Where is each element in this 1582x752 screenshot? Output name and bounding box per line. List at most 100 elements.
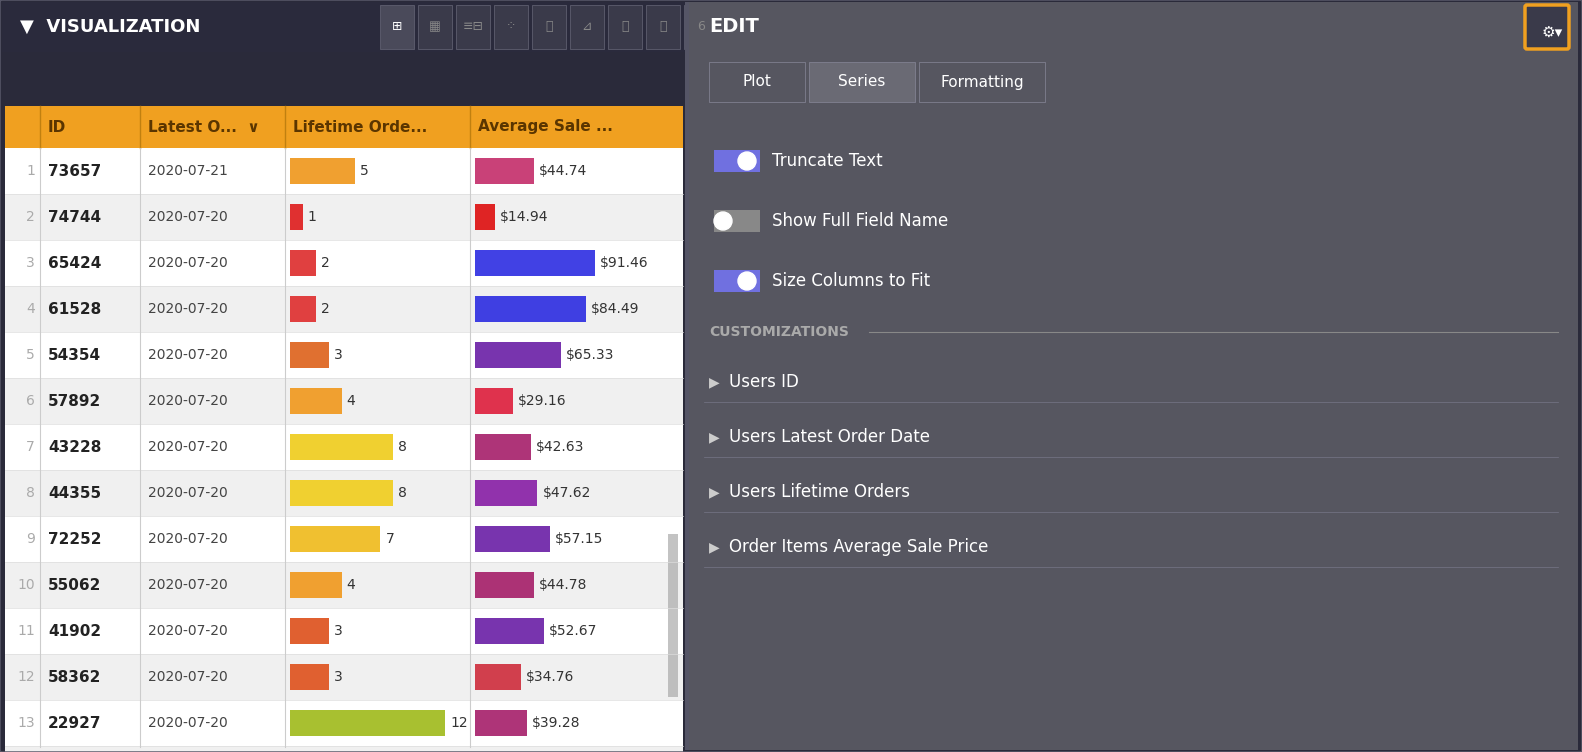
Bar [5, 700, 683, 746]
Bar [5, 746, 683, 752]
Text: 41902: 41902 [47, 623, 101, 638]
Text: Plot: Plot [742, 74, 772, 89]
Text: 2: 2 [27, 210, 35, 224]
Bar [808, 62, 914, 102]
Text: 72252: 72252 [47, 532, 101, 547]
Text: 2: 2 [321, 256, 329, 270]
Text: ⁘: ⁘ [506, 20, 516, 34]
Bar [380, 5, 414, 49]
Text: 6: 6 [698, 20, 706, 34]
Bar [290, 664, 329, 690]
Bar [570, 5, 604, 49]
Bar [290, 250, 316, 276]
Bar [5, 516, 683, 562]
Bar [5, 194, 683, 240]
Bar [475, 618, 544, 644]
Text: 1: 1 [27, 164, 35, 178]
Text: 2020-07-20: 2020-07-20 [149, 670, 228, 684]
Bar [290, 618, 329, 644]
Text: ⟋: ⟋ [546, 20, 552, 34]
Bar [475, 159, 533, 183]
Text: ⏲: ⏲ [622, 20, 628, 34]
Text: 58362: 58362 [47, 669, 101, 684]
Bar [5, 424, 683, 470]
Text: 3: 3 [334, 670, 342, 684]
Text: 2020-07-20: 2020-07-20 [149, 624, 228, 638]
Text: 2020-07-20: 2020-07-20 [149, 486, 228, 500]
Text: 11: 11 [17, 624, 35, 638]
Bar [475, 388, 513, 414]
Text: 7: 7 [27, 440, 35, 454]
Text: 6: 6 [27, 394, 35, 408]
Text: Lifetime Orde...: Lifetime Orde... [293, 120, 427, 135]
FancyBboxPatch shape [1525, 5, 1569, 49]
Text: 61528: 61528 [47, 302, 101, 317]
Bar [475, 664, 520, 690]
Text: ⊿: ⊿ [582, 20, 592, 34]
Text: 3: 3 [334, 624, 342, 638]
Bar [290, 572, 342, 598]
Text: 2020-07-20: 2020-07-20 [149, 302, 228, 316]
Text: EDIT: EDIT [709, 17, 759, 37]
Text: 7: 7 [386, 532, 394, 546]
Text: 74744: 74744 [47, 210, 101, 225]
Text: $84.49: $84.49 [590, 302, 639, 316]
Text: Series: Series [838, 74, 886, 89]
Bar [494, 5, 528, 49]
Bar [290, 481, 394, 505]
Bar [2, 2, 1580, 52]
Text: Users ID: Users ID [729, 373, 799, 391]
Text: 43228: 43228 [47, 439, 101, 454]
FancyBboxPatch shape [713, 270, 759, 292]
Text: $42.63: $42.63 [536, 440, 584, 454]
Text: $57.15: $57.15 [555, 532, 603, 546]
Text: ≡⊟: ≡⊟ [462, 20, 484, 34]
Circle shape [737, 272, 756, 290]
Bar [532, 5, 566, 49]
Bar [5, 378, 683, 424]
Text: ▶: ▶ [709, 540, 720, 554]
Text: $52.67: $52.67 [549, 624, 598, 638]
Text: 65424: 65424 [47, 256, 101, 271]
Bar [475, 296, 585, 322]
Text: 10: 10 [17, 578, 35, 592]
Text: $44.78: $44.78 [539, 578, 587, 592]
Bar [5, 286, 683, 332]
Text: 2020-07-20: 2020-07-20 [149, 394, 228, 408]
Bar [685, 2, 690, 750]
Bar [475, 435, 532, 459]
Bar [290, 388, 342, 414]
Text: $44.74: $44.74 [539, 164, 587, 178]
Text: 12: 12 [17, 670, 35, 684]
Text: 1: 1 [308, 210, 316, 224]
Text: 57892: 57892 [47, 393, 101, 408]
Bar [5, 114, 683, 747]
Text: ID: ID [47, 120, 66, 135]
Text: Size Columns to Fit: Size Columns to Fit [772, 272, 930, 290]
Text: $91.46: $91.46 [600, 256, 649, 270]
Text: Users Latest Order Date: Users Latest Order Date [729, 428, 930, 446]
Text: $65.33: $65.33 [566, 348, 614, 362]
Circle shape [713, 212, 732, 230]
Bar [290, 435, 394, 459]
Text: 2020-07-21: 2020-07-21 [149, 164, 228, 178]
Bar [5, 240, 683, 286]
Bar [5, 654, 683, 700]
Text: Latest O...  ∨: Latest O... ∨ [149, 120, 259, 135]
Text: 4: 4 [346, 394, 356, 408]
Text: 5: 5 [27, 348, 35, 362]
Bar [919, 62, 1046, 102]
Bar [475, 481, 538, 505]
Text: 4: 4 [346, 578, 356, 592]
Text: ▶: ▶ [709, 485, 720, 499]
Text: 5: 5 [359, 164, 369, 178]
Bar [668, 534, 679, 697]
Bar [683, 5, 718, 49]
Text: 13: 13 [17, 716, 35, 730]
Bar [5, 332, 683, 378]
Text: 3: 3 [334, 348, 342, 362]
Bar [290, 342, 329, 368]
Text: 55062: 55062 [47, 578, 101, 593]
Bar [290, 205, 302, 229]
Bar [290, 526, 380, 552]
